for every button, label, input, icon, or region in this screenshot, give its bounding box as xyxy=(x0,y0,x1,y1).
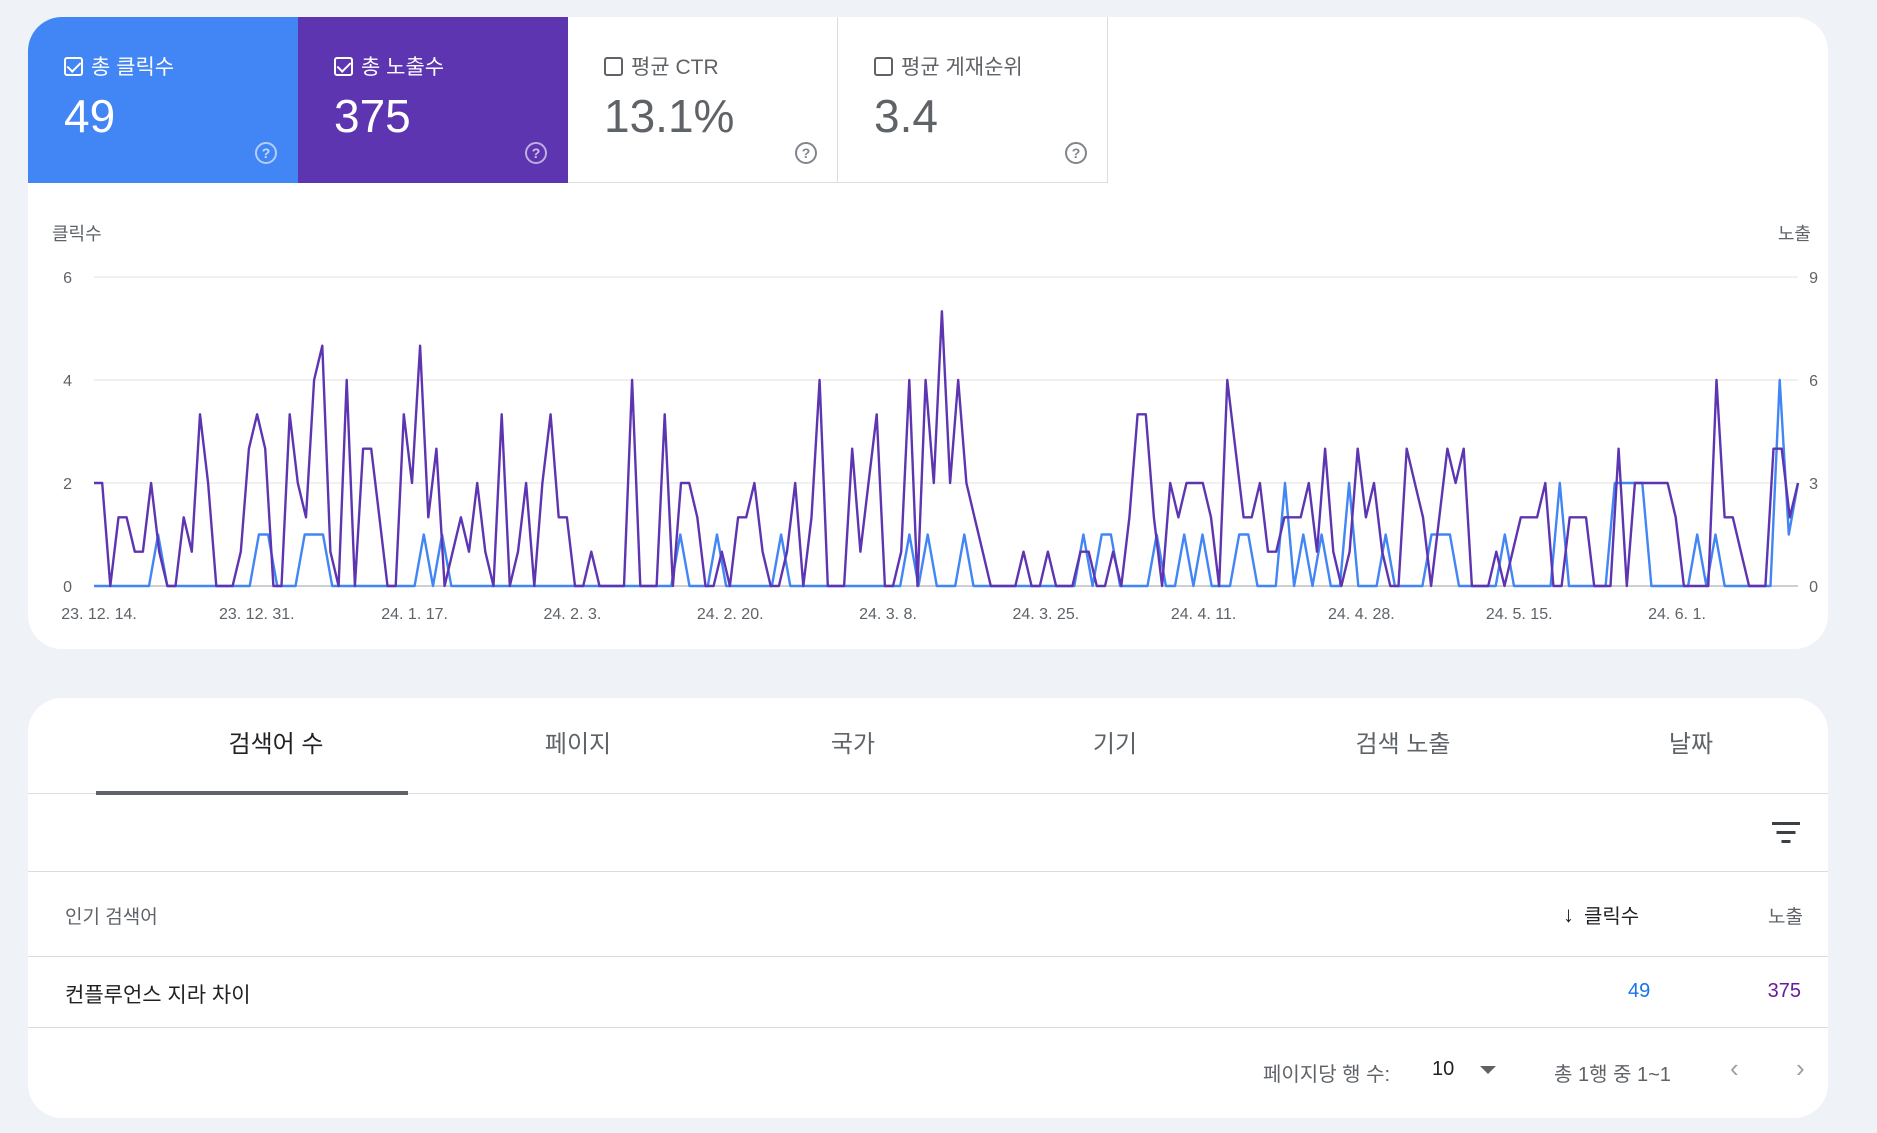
next-page-icon[interactable]: › xyxy=(1796,1053,1805,1083)
metric-average-position[interactable]: 평균 게재순위 3.4 ? xyxy=(838,17,1108,183)
checkbox-unchecked-icon[interactable] xyxy=(874,56,893,76)
metric-average-ctr[interactable]: 평균 CTR 13.1% ? xyxy=(568,17,838,183)
y-left-tick-label: 2 xyxy=(63,476,72,493)
metric-tiles: 총 클릭수 49 ? 총 노출수 375 ? 평균 CTR 13.1% ? 평균 xyxy=(28,17,1108,183)
x-tick-label: 24. 6. 1. xyxy=(1648,606,1706,623)
breakdown-table-card: 검색어 수 페이지 국가 기기 검색 노출 날짜 인기 검색어 ↓ 클릭수 노출… xyxy=(28,698,1828,1118)
x-tick-label: 24. 3. 8. xyxy=(859,606,917,623)
x-tick-label: 23. 12. 31. xyxy=(219,606,295,623)
tab-countries[interactable]: 국가 xyxy=(830,731,876,758)
x-tick-label: 24. 4. 28. xyxy=(1328,606,1395,623)
sort-arrow-down-icon: ↓ xyxy=(1563,901,1574,927)
table-row[interactable]: 컨플루언스 지라 차이 49 375 xyxy=(28,957,1828,1028)
metric-header: 총 노출수 xyxy=(334,51,444,81)
help-icon[interactable]: ? xyxy=(1065,142,1087,164)
checkbox-checked-icon[interactable] xyxy=(64,56,83,76)
metric-total-impressions[interactable]: 총 노출수 375 ? xyxy=(298,17,568,183)
filter-bar xyxy=(28,794,1828,872)
performance-chart-card: 총 클릭수 49 ? 총 노출수 375 ? 평균 CTR 13.1% ? 평균 xyxy=(28,17,1828,649)
help-icon[interactable]: ? xyxy=(795,142,817,164)
column-header-impressions[interactable]: 노출 xyxy=(1768,907,1803,928)
table-header: 인기 검색어 ↓ 클릭수 노출 xyxy=(28,872,1828,957)
tab-pages[interactable]: 페이지 xyxy=(544,731,612,758)
tab-dates[interactable]: 날짜 xyxy=(1668,731,1714,758)
filter-icon[interactable] xyxy=(1772,822,1800,844)
cell-impressions: 375 xyxy=(1767,980,1801,1002)
x-tick-label: 24. 1. 17. xyxy=(381,606,448,623)
y-right-tick-label: 6 xyxy=(1809,373,1818,390)
metric-total-clicks[interactable]: 총 클릭수 49 ? xyxy=(28,17,298,183)
y-left-axis-title: 클릭수 xyxy=(52,224,102,244)
dropdown-caret-icon[interactable] xyxy=(1480,1066,1496,1074)
x-tick-label: 24. 2. 20. xyxy=(697,606,764,623)
line-chart: 0 0 2 3 4 6 6 9 23. 12. 14. 23. 12. 31. 24. 1. 17.… xyxy=(61,270,1818,623)
rows-per-page-label: 페이지당 행 수: xyxy=(1263,1064,1391,1086)
tab-devices[interactable]: 기기 xyxy=(1092,731,1138,758)
metric-value: 3.4 xyxy=(874,90,938,142)
x-tick-label: 24. 5. 15. xyxy=(1486,606,1553,623)
metric-header: 평균 CTR xyxy=(604,51,719,81)
checkbox-unchecked-icon[interactable] xyxy=(604,56,623,76)
help-icon[interactable]: ? xyxy=(255,142,277,164)
page-range-text: 총 1행 중 1~1 xyxy=(1554,1064,1671,1086)
help-icon[interactable]: ? xyxy=(525,142,547,164)
metric-label: 총 노출수 xyxy=(361,56,445,79)
y-left-tick-label: 0 xyxy=(63,579,72,596)
prev-page-icon[interactable]: ‹ xyxy=(1730,1053,1739,1083)
x-tick-label: 24. 2. 3. xyxy=(543,606,601,623)
y-right-axis-title: 노출 xyxy=(1777,224,1811,244)
metric-header: 평균 게재순위 xyxy=(874,51,1023,81)
rows-per-page-select[interactable]: 10 xyxy=(1432,1058,1455,1080)
metric-value: 13.1% xyxy=(604,90,735,142)
x-tick-label: 24. 3. 25. xyxy=(1012,606,1079,623)
y-right-tick-label: 0 xyxy=(1809,579,1818,596)
column-header-clicks-label: 클릭수 xyxy=(1584,906,1640,928)
tab-queries[interactable]: 검색어 수 xyxy=(228,731,324,758)
metric-value: 49 xyxy=(64,90,116,142)
cell-query: 컨플루언스 지라 차이 xyxy=(65,984,251,1007)
metric-label: 평균 CTR xyxy=(631,56,719,79)
metric-value: 375 xyxy=(334,90,411,142)
x-tick-label: 24. 4. 11. xyxy=(1171,606,1237,623)
checkbox-checked-icon[interactable] xyxy=(334,56,353,76)
series-line-clicks xyxy=(94,378,1800,588)
dimension-tabs: 검색어 수 페이지 국가 기기 검색 노출 날짜 xyxy=(28,698,1828,795)
x-tick-label: 23. 12. 14. xyxy=(61,606,137,623)
cell-clicks: 49 xyxy=(1628,980,1651,1002)
column-header-query[interactable]: 인기 검색어 xyxy=(65,907,158,928)
metric-header: 총 클릭수 xyxy=(64,51,174,81)
y-left-tick-label: 6 xyxy=(63,270,72,287)
tab-search-appearance[interactable]: 검색 노출 xyxy=(1355,731,1451,758)
active-tab-indicator xyxy=(96,791,408,795)
y-right-tick-label: 3 xyxy=(1809,476,1818,493)
series-line-impressions xyxy=(94,310,1800,588)
pagination: 페이지당 행 수: 10 총 1행 중 1~1 ‹ › xyxy=(28,1028,1828,1118)
y-left-tick-label: 4 xyxy=(63,373,72,390)
metric-label: 평균 게재순위 xyxy=(901,56,1023,79)
y-right-tick-label: 9 xyxy=(1809,270,1818,287)
column-header-clicks[interactable]: ↓ 클릭수 xyxy=(1563,900,1639,929)
metric-label: 총 클릭수 xyxy=(91,56,175,79)
